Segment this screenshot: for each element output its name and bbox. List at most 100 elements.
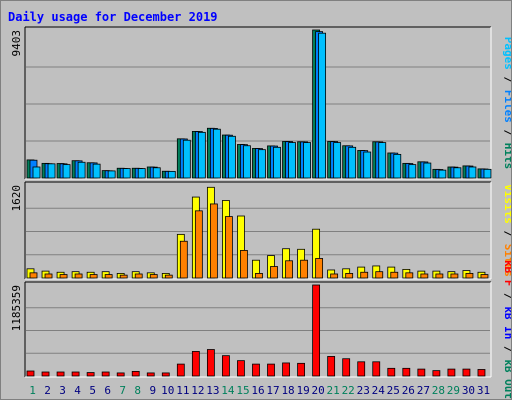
x-tick-label: 14 [221,384,235,397]
legend-entry: kB F [502,260,511,287]
legend-entry: kB In [502,306,511,339]
bar-pages [378,142,387,179]
bar-kb-f [131,370,140,377]
bar-pages [212,128,221,179]
legend-entry: Sites [502,244,511,277]
bar-pages [348,146,357,179]
bar-sites [480,274,489,279]
axis-legend-visits: Visits / Sites [502,184,511,277]
bar-sites [300,259,308,279]
x-tick-label: 4 [74,384,81,397]
x-tick-label: 31 [477,384,490,397]
x-tick-label: 21 [327,384,340,397]
chart-title: Daily usage for December 2019 [8,10,218,24]
x-tick-label: 3 [59,384,66,397]
bar-pages [32,166,41,179]
bar-kb-f [206,349,215,377]
bar-kb-f [101,371,110,377]
bar-kb-f [191,351,200,377]
x-tick-label: 1 [29,384,36,397]
legend-entry: / [502,70,511,90]
legend-entry: Pages [502,37,511,70]
legend-entry: / [502,224,511,244]
bar-kb-f [402,367,411,377]
bar-pages [423,162,432,179]
bar-kb-f [432,370,441,377]
bar-kb-f [71,371,80,377]
x-tick-label: 8 [134,384,141,397]
legend-entry: Visits [502,184,511,224]
bar-sites [134,273,143,279]
bar-kb-f [297,362,305,377]
bar-pages [453,167,462,179]
x-tick-label: 17 [266,384,279,397]
legend-entry: Files [502,90,511,123]
bar-kb-f [267,363,275,377]
bar-pages [303,142,311,179]
bar-pages [152,167,161,179]
bar-kb-f [342,358,351,377]
bar-sites [194,210,203,279]
bar-kb-f [237,360,245,377]
bar-sites [209,203,218,279]
bar-sites [270,266,278,279]
x-tick-label: 6 [104,384,111,397]
bar-pages [167,170,176,179]
bar-pages [137,168,146,179]
bar-sites [285,260,293,279]
bar-kb-f [447,368,456,377]
x-tick-label: 26 [402,384,415,397]
bar-kb-f [312,284,321,377]
axis-legend-traffic: Pages / Files / Hits [502,37,511,170]
x-tick-label: 20 [312,384,325,397]
x-tick-label: 13 [206,384,219,397]
x-tick-label: 16 [251,384,264,397]
x-tick-label: 9 [149,384,156,397]
bar-sites [29,272,38,279]
bar-sites [450,273,459,279]
bar-sites [345,273,354,279]
bar-sites [240,250,248,279]
bar-pages [288,142,296,179]
legend-entry: / [502,286,511,306]
legend-entry: kB Out [502,359,511,399]
bar-pages [228,135,236,179]
panel-visits: 1620 Visits / Sites [10,181,511,280]
x-tick-label: 18 [281,384,294,397]
y-max-label: 1620 [10,185,23,212]
bar-kb-f [387,367,396,377]
bar-pages [318,32,327,179]
bar-kb-f [86,372,95,377]
bar-pages [393,153,402,179]
y-max-label: 1185359 [10,285,23,331]
panel-background [25,282,491,377]
legend-entry: / [502,123,511,143]
legend-entry: Hits [502,143,511,170]
bar-kb-f [417,368,426,377]
legend-entry: / [502,339,511,359]
bar-sites [225,216,233,279]
x-tick-label: 11 [176,384,189,397]
bar-sites [405,272,414,279]
x-tick-label: 28 [432,384,445,397]
bar-kb-f [252,363,260,377]
bar-kb-f [477,369,486,377]
x-tick-label: 24 [372,384,386,397]
bar-sites [330,273,339,279]
bar-sites [465,273,474,279]
x-tick-label: 7 [119,384,126,397]
bar-pages [273,146,281,179]
x-tick-label: 15 [236,384,249,397]
bar-kb-f [282,362,290,377]
x-tick-label: 12 [191,384,204,397]
bar-sites [435,273,444,279]
x-tick-label: 5 [89,384,96,397]
bar-sites [420,273,429,279]
bar-pages [182,139,191,179]
bar-sites [390,271,399,279]
bar-sites [375,271,384,279]
bar-pages [197,131,206,179]
